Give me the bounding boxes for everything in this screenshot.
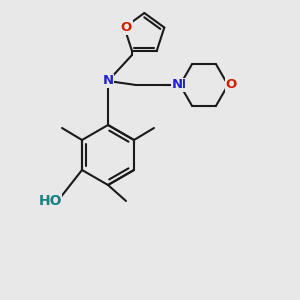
Text: N: N [102,74,114,88]
Text: N: N [171,79,183,92]
Text: O: O [121,21,132,34]
Text: HO: HO [38,194,62,208]
Text: N: N [174,79,186,92]
Text: O: O [225,79,237,92]
